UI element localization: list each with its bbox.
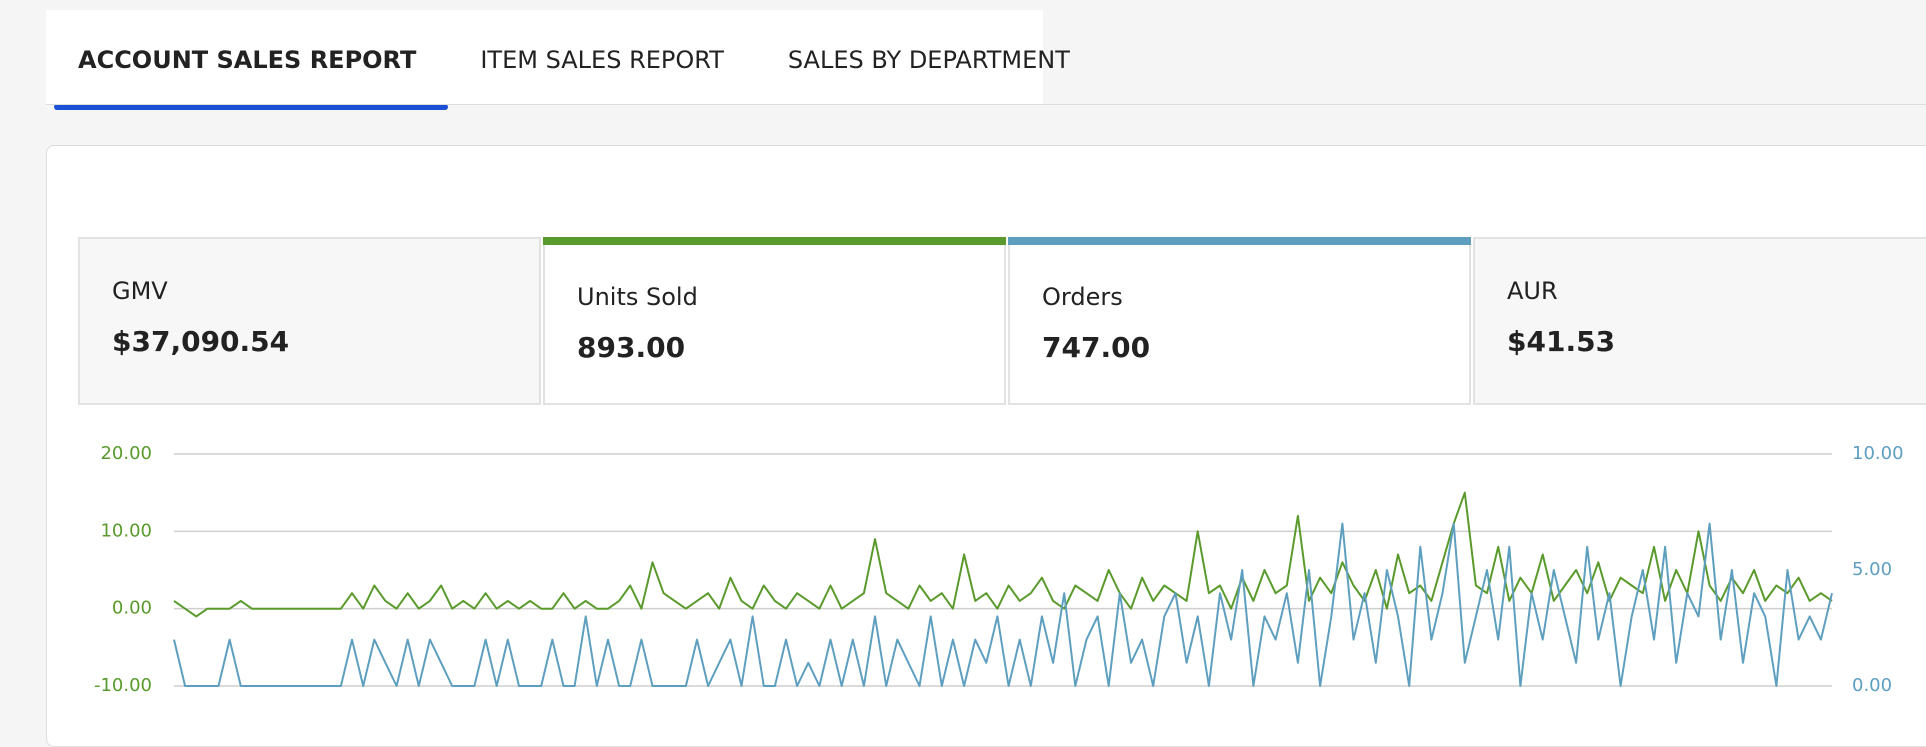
series-indicator <box>1008 237 1471 245</box>
metric-value: $37,090.54 <box>112 325 290 358</box>
tab-bar: ACCOUNT SALES REPORT ITEM SALES REPORT S… <box>46 10 1070 110</box>
y2-tick-label: 0.00 <box>1852 675 1892 696</box>
metric-card[interactable]: AUR $41.53 <box>1473 237 1926 405</box>
metric-cards: GMV $37,090.54 Units Sold 893.00 Orders 747… <box>78 237 1926 405</box>
tab[interactable]: ACCOUNT SALES REPORT <box>46 10 449 110</box>
y2-tick-label: 10.00 <box>1852 443 1904 464</box>
metric-label: GMV <box>112 277 168 305</box>
y-tick-label: -10.00 <box>94 675 152 696</box>
metric-value: 747.00 <box>1042 331 1151 364</box>
metric-label: AUR <box>1507 277 1558 305</box>
divider <box>46 104 1926 105</box>
tab[interactable]: ITEM SALES REPORT <box>480 46 724 74</box>
y-tick-label: 0.00 <box>112 598 152 619</box>
tab[interactable]: SALES BY DEPARTMENT <box>787 46 1070 74</box>
metric-card[interactable]: GMV $37,090.54 <box>78 237 541 405</box>
chart: -10.00 0.00 10.00 20.00 0.00 5.00 10.00 <box>94 443 1904 696</box>
series-line <box>173 491 1833 618</box>
metric-label: Units Sold <box>577 283 698 311</box>
metric-card[interactable]: Units Sold 893.00 <box>543 237 1006 405</box>
page: ACCOUNT SALES REPORT ITEM SALES REPORT S… <box>46 10 1926 747</box>
series-line <box>173 522 1833 687</box>
series-indicator <box>543 237 1006 245</box>
y-tick-label: 10.00 <box>100 520 152 541</box>
metric-label: Orders <box>1042 283 1123 311</box>
metric-value: 893.00 <box>577 331 686 364</box>
metric-card[interactable]: Orders 747.00 <box>1008 237 1471 405</box>
y2-tick-label: 5.00 <box>1852 559 1892 580</box>
metric-value: $41.53 <box>1507 325 1616 358</box>
y-tick-label: 20.00 <box>100 443 152 464</box>
